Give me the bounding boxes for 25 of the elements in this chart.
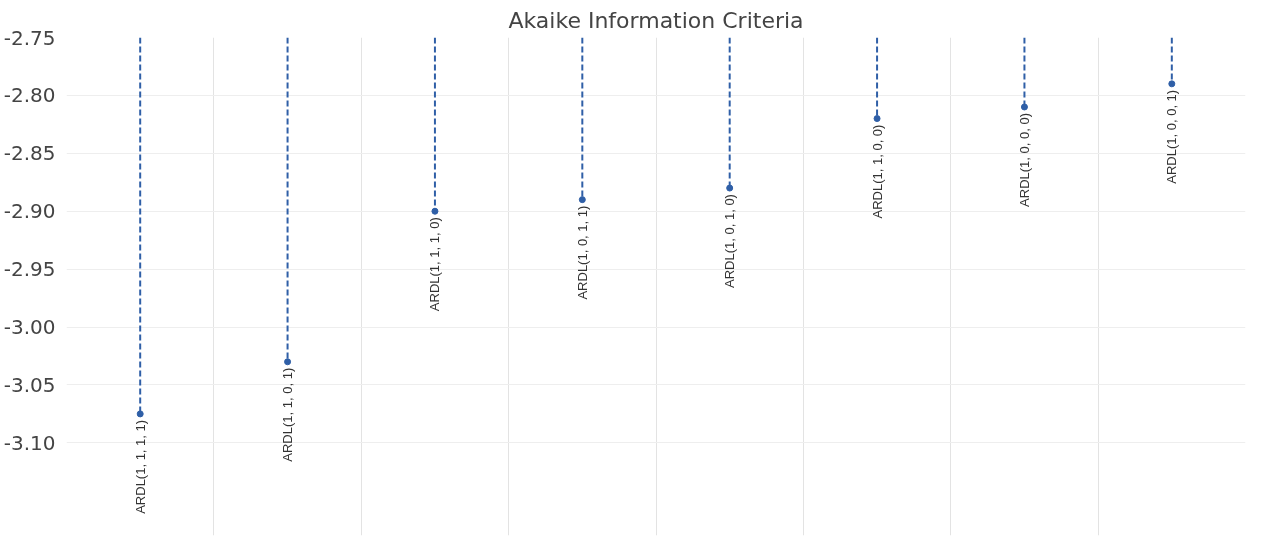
point bbox=[873, 115, 881, 123]
point bbox=[431, 207, 439, 215]
y-tick-label: -3.10 bbox=[3, 430, 56, 455]
point bbox=[136, 410, 144, 418]
x-tick-label: ARDL(1, 0, 1, 1) bbox=[574, 205, 590, 300]
x-tick-label: ARDL(1, 1, 1, 0) bbox=[427, 217, 443, 312]
x-tick-label: ARDL(1, 0, 0, 1) bbox=[1164, 89, 1180, 184]
chart-title: Akaike Information Criteria bbox=[508, 7, 804, 33]
x-tick-label: ARDL(1, 1, 0, 1) bbox=[280, 367, 296, 462]
point bbox=[1020, 103, 1028, 111]
y-tick-label: -2.85 bbox=[3, 141, 56, 166]
y-tick-label: -3.00 bbox=[3, 315, 56, 340]
x-tick-label: ARDL(1, 0, 1, 0) bbox=[722, 194, 738, 288]
x-tick-label: ARDL(1, 1, 1, 1) bbox=[132, 419, 148, 514]
x-tick-label: ARDL(1, 1, 0, 0) bbox=[869, 124, 885, 219]
y-tick-label: -2.95 bbox=[3, 257, 56, 282]
point bbox=[578, 196, 586, 204]
y-tick-label: -2.75 bbox=[3, 25, 56, 50]
y-tick-label: -3.05 bbox=[3, 372, 56, 397]
point bbox=[1168, 80, 1176, 88]
y-tick-label: -2.80 bbox=[3, 83, 56, 108]
point bbox=[726, 184, 734, 192]
y-tick-label: -2.90 bbox=[3, 199, 56, 224]
point bbox=[284, 358, 292, 366]
x-tick-label: ARDL(1, 0, 0, 0) bbox=[1016, 112, 1032, 207]
